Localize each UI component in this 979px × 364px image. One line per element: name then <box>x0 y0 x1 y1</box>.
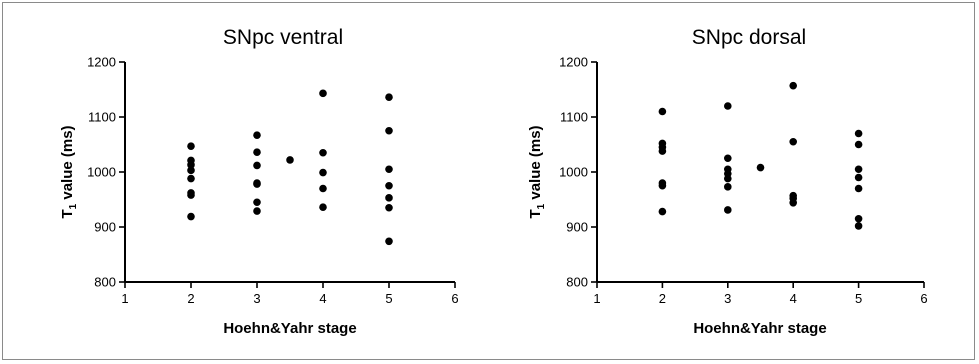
data-point <box>187 174 195 183</box>
data-point <box>253 180 261 188</box>
data-point <box>724 183 732 191</box>
y-tick-label: 800 <box>94 275 116 290</box>
x-tick-label: 6 <box>451 291 458 306</box>
x-tick-label: 1 <box>121 291 128 306</box>
data-point <box>658 207 667 216</box>
x-tick-label: 1 <box>593 291 600 306</box>
y-axis-label-rest: value (ms) <box>59 125 76 203</box>
data-point <box>854 214 863 223</box>
y-axis-label-main: T <box>527 209 544 218</box>
data-point <box>658 107 667 116</box>
x-tick-label: 2 <box>187 291 194 306</box>
data-point <box>724 102 732 110</box>
data-point <box>253 198 261 207</box>
y-tick-labels: 800 900 1000 1100 1200 <box>87 55 116 290</box>
y-tick-label: 1000 <box>559 165 588 180</box>
data-point <box>724 206 732 214</box>
data-point <box>187 166 195 175</box>
data-point <box>385 203 393 212</box>
y-tick-labels: 800 900 1000 1100 1200 <box>559 55 588 290</box>
y-tick-label: 900 <box>566 220 588 235</box>
axes <box>591 61 925 288</box>
data-point <box>319 148 327 157</box>
x-tick-labels: 1 2 3 4 5 6 <box>593 291 927 306</box>
data-point <box>187 191 195 199</box>
x-axis-label: Hoehn&Yahr stage <box>223 320 356 337</box>
data-point <box>385 126 393 135</box>
data-point <box>253 207 261 215</box>
y-axis-label-rest: value (ms) <box>527 125 544 203</box>
data-point <box>319 89 327 98</box>
y-axis-label-main: T <box>59 209 76 218</box>
x-tick-label: 2 <box>659 291 666 306</box>
data-point <box>319 203 327 211</box>
chart-title: SNpc ventral <box>223 26 343 49</box>
y-tick-label: 1200 <box>87 55 116 70</box>
x-tick-label: 4 <box>790 291 797 306</box>
chart-title: SNpc dorsal <box>692 26 806 49</box>
data-point <box>385 181 393 190</box>
data-point <box>854 173 863 182</box>
data-point <box>854 165 863 174</box>
x-tick-label: 3 <box>253 291 260 306</box>
data-point <box>854 222 863 230</box>
y-tick-label: 900 <box>94 220 116 235</box>
data-point <box>187 212 195 221</box>
data-point <box>854 140 863 149</box>
axes <box>119 61 456 288</box>
data-point <box>658 147 667 155</box>
data-point <box>385 194 393 202</box>
chart-panel-snpc-ventral: SNpc ventral 800 900 1000 1100 1200 1 2 3 4 5 6 H… <box>59 26 459 337</box>
y-tick-label: 1200 <box>559 55 588 70</box>
data-point <box>385 237 393 246</box>
data-point <box>385 165 393 174</box>
y-axis-label-subscript: 1 <box>68 203 79 209</box>
x-tick-label: 5 <box>855 291 862 306</box>
data-point <box>187 142 195 150</box>
data-point <box>724 174 732 183</box>
data-point <box>789 199 797 207</box>
y-tick-label: 800 <box>566 275 588 290</box>
x-tick-label: 4 <box>319 291 326 306</box>
x-tick-labels: 1 2 3 4 5 6 <box>121 291 458 306</box>
data-point <box>854 184 863 193</box>
data-point <box>319 168 327 177</box>
data-point <box>253 131 261 139</box>
y-tick-label: 1100 <box>560 110 588 125</box>
data-point <box>789 81 797 90</box>
x-tick-label: 5 <box>385 291 392 306</box>
data-points <box>187 89 393 246</box>
data-point <box>187 161 195 169</box>
figure-frame <box>2 2 975 360</box>
data-point <box>724 154 732 163</box>
x-tick-label: 3 <box>724 291 731 306</box>
y-axis-label: T1 value (ms) <box>527 125 547 218</box>
data-point <box>789 137 797 146</box>
data-point <box>854 129 863 138</box>
data-point <box>253 161 261 170</box>
data-point <box>253 148 261 156</box>
x-axis-label: Hoehn&Yahr stage <box>693 320 826 337</box>
data-point <box>756 163 765 172</box>
data-point <box>319 184 327 193</box>
chart-panel-snpc-dorsal: SNpc dorsal 800 900 1000 1100 1200 1 2 3 4 5 6 Ho… <box>527 26 928 337</box>
data-point <box>385 93 393 101</box>
y-axis-label: T1 value (ms) <box>59 125 79 218</box>
x-tick-label: 6 <box>920 291 927 306</box>
data-points <box>658 81 863 230</box>
y-axis-label-subscript: 1 <box>536 203 547 209</box>
data-point <box>286 156 294 164</box>
y-tick-label: 1100 <box>88 110 116 125</box>
y-tick-label: 1000 <box>87 165 116 180</box>
data-point <box>658 181 667 190</box>
